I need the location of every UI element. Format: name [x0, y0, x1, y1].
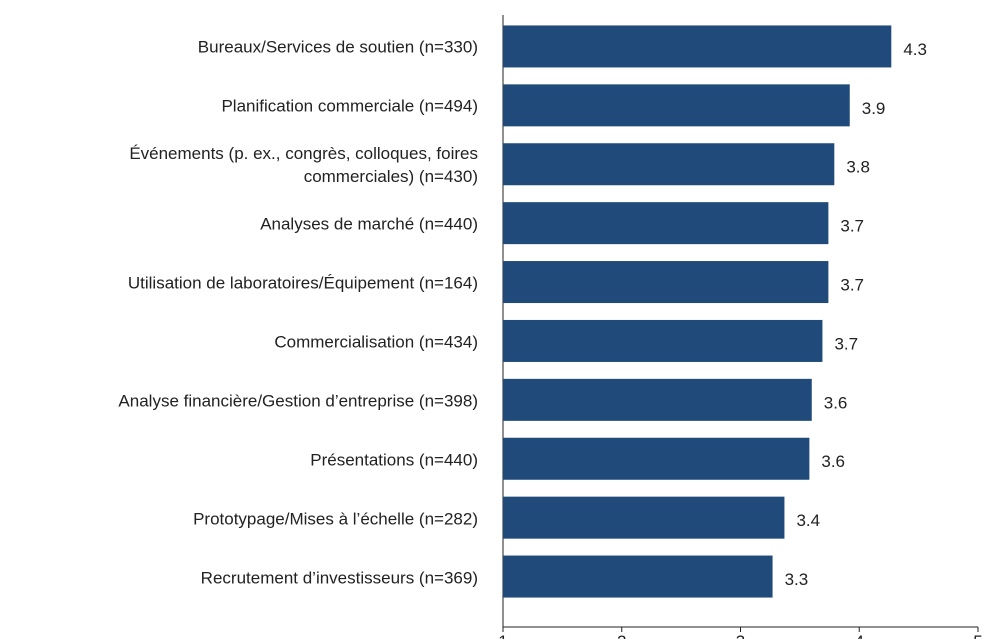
category-label: Analyses de marché (n=440) — [260, 214, 478, 234]
category-label: Analyse financière/Gestion d’entreprise … — [118, 391, 478, 411]
value-label: 3.9 — [862, 99, 886, 118]
bar — [503, 437, 810, 480]
category-label: Commercialisation (n=434) — [274, 332, 478, 352]
category-label: Événements (p. ex., congrès, colloques, … — [129, 144, 478, 187]
x-tick-label: 2 — [617, 632, 626, 639]
category-label: Bureaux/Services de soutien (n=330) — [197, 37, 478, 57]
bar — [503, 25, 892, 68]
category-label: Prototypage/Mises à l’échelle (n=282) — [193, 509, 478, 529]
bar — [503, 202, 829, 245]
value-label: 3.3 — [785, 570, 809, 589]
value-label: 3.7 — [840, 276, 864, 295]
bar — [503, 378, 812, 421]
value-label: 4.3 — [903, 40, 927, 59]
value-label: 3.8 — [846, 158, 870, 177]
bar — [503, 261, 829, 304]
value-label: 3.6 — [824, 393, 848, 412]
value-label: 3.4 — [796, 511, 820, 530]
x-tick-label: 3 — [736, 632, 745, 639]
value-label: 3.7 — [834, 334, 858, 353]
value-label: 3.7 — [840, 217, 864, 236]
x-tick-label: 1 — [498, 632, 507, 639]
category-label: Planification commerciale (n=494) — [221, 96, 478, 116]
category-label: Présentations (n=440) — [310, 450, 478, 470]
x-tick-label: 4 — [855, 632, 864, 639]
bar — [503, 496, 785, 539]
bar — [503, 84, 850, 127]
x-tick-label: 5 — [973, 632, 982, 639]
category-label: Utilisation de laboratoires/Équipement (… — [127, 273, 478, 293]
value-label: 3.6 — [821, 452, 845, 471]
bar — [503, 143, 835, 186]
category-label: Recrutement d’investisseurs (n=369) — [200, 568, 478, 588]
bar — [503, 555, 773, 598]
bar — [503, 319, 823, 362]
